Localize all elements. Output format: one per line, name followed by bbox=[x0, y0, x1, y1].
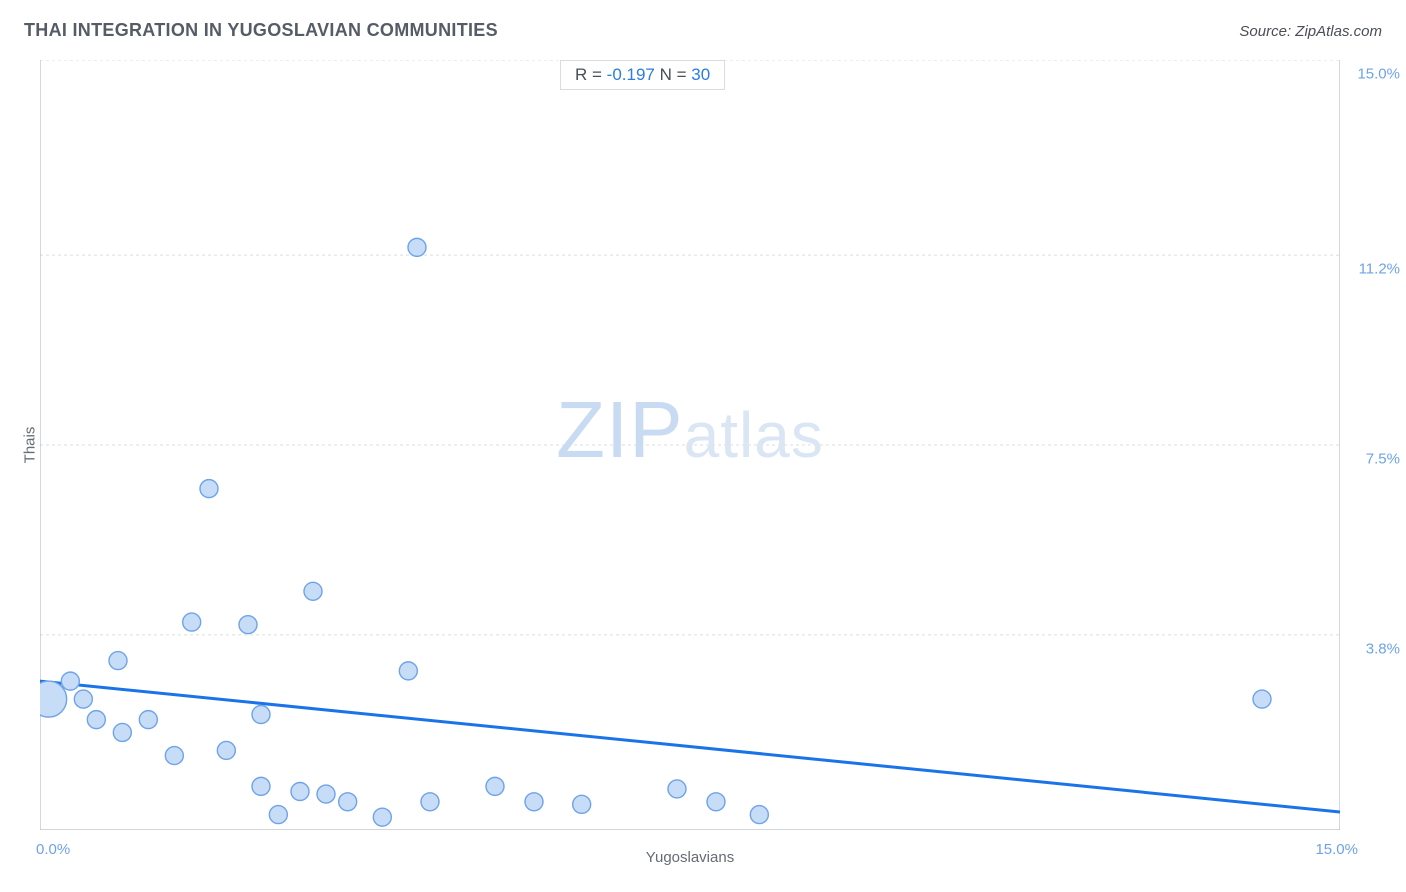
x-axis-label: Yugoslavians bbox=[646, 849, 734, 866]
stats-box: R = -0.197 N = 30 bbox=[560, 60, 725, 90]
n-value: 30 bbox=[691, 65, 710, 84]
y-axis-label: Thais bbox=[22, 427, 39, 464]
y-tick-label: 15.0% bbox=[1357, 66, 1400, 83]
scatter-plot: ZIPatlas Thais Yugoslavians 3.8%7.5%11.2… bbox=[40, 60, 1340, 830]
y-tick-label: 11.2% bbox=[1359, 261, 1400, 278]
source-prefix: Source: bbox=[1239, 23, 1295, 40]
plot-svg bbox=[40, 60, 1340, 830]
source-name: ZipAtlas.com bbox=[1295, 23, 1382, 40]
r-value: -0.197 bbox=[607, 65, 655, 84]
r-label: R = bbox=[575, 65, 607, 84]
x-max-label: 15.0% bbox=[1315, 841, 1358, 858]
y-tick-label: 3.8% bbox=[1366, 640, 1400, 657]
n-label: N = bbox=[655, 65, 691, 84]
y-tick-label: 7.5% bbox=[1366, 451, 1400, 468]
chart-title: THAI INTEGRATION IN YUGOSLAVIAN COMMUNIT… bbox=[24, 20, 498, 41]
x-min-label: 0.0% bbox=[36, 841, 70, 858]
source-attribution: Source: ZipAtlas.com bbox=[1239, 23, 1382, 40]
